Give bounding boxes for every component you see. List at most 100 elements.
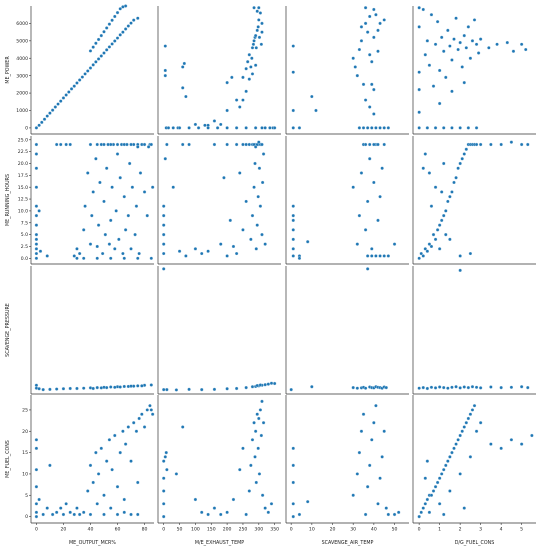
scatter-point: [355, 472, 360, 476]
scatter-point: [115, 152, 120, 156]
scatter-point: [95, 256, 99, 261]
scatter-point: [446, 386, 450, 390]
scatter-point: [149, 256, 154, 261]
scatter-point: [464, 46, 469, 50]
scatter-point: [137, 416, 141, 421]
scatter-point: [382, 18, 386, 22]
scatter-point: [80, 75, 85, 79]
scatter-point: [444, 209, 448, 213]
scatter-point: [384, 506, 389, 510]
scatter-point: [255, 223, 259, 227]
scatter-point: [470, 39, 475, 43]
scatter-point: [372, 7, 376, 12]
scatter-point: [468, 455, 473, 459]
x-tick-label: 150: [207, 527, 216, 533]
scatter-point: [54, 142, 59, 147]
scatter-point: [134, 429, 139, 434]
scatter-point: [184, 94, 188, 99]
scatter-point: [122, 194, 127, 199]
scatter-point: [142, 142, 147, 147]
scatter-point: [450, 89, 454, 94]
scatter-point: [37, 123, 41, 128]
scatter-point: [109, 142, 113, 147]
scatter-point: [251, 42, 256, 47]
scatter-point: [359, 429, 364, 434]
x-axis-label: SCAVENGE_AIR_TEMP: [322, 540, 374, 546]
scatter-point: [225, 142, 229, 147]
scatter-point: [372, 112, 376, 116]
scatter-point: [249, 237, 253, 242]
scatter-point: [263, 242, 267, 246]
scatter-point: [199, 387, 204, 392]
scatter-point: [250, 438, 255, 442]
scatter-point: [355, 242, 360, 246]
scatter-point: [110, 185, 114, 189]
scatter-point: [466, 25, 471, 29]
scatter-point: [122, 497, 127, 502]
scatter-point: [249, 65, 253, 69]
scatter-point: [100, 251, 105, 256]
scatter-point: [212, 119, 217, 123]
scatter-point: [212, 387, 217, 392]
scatter-point: [258, 383, 263, 387]
scatter-point: [435, 228, 440, 232]
scatter-point: [421, 166, 425, 170]
scatter-point: [260, 21, 264, 26]
y-tick-label: 25.0: [18, 137, 28, 143]
scatter-point: [466, 416, 471, 421]
panel-r1-c1: [157, 136, 281, 265]
scatter-point: [382, 126, 386, 130]
scatter-point: [263, 506, 267, 510]
scatter-point: [291, 126, 295, 130]
scatter-point: [129, 21, 133, 25]
scatter-point: [37, 209, 41, 213]
scatter-point: [34, 242, 39, 246]
scatter-point: [102, 142, 106, 147]
x-tick-label: 100: [191, 527, 200, 533]
scatter-point: [272, 126, 277, 130]
scatter-point: [253, 63, 258, 67]
scatter-point: [86, 69, 90, 73]
scatter-point: [109, 256, 113, 261]
scatter-point: [103, 232, 108, 237]
scatter-point: [102, 493, 106, 498]
scatter-point: [474, 385, 479, 390]
scatter-point: [260, 232, 264, 237]
scatter-point: [94, 60, 98, 64]
scatter-point: [370, 82, 374, 87]
scatter-point: [34, 142, 39, 147]
scatter-point: [75, 247, 79, 251]
scatter-point: [225, 387, 229, 391]
scatter-point: [61, 512, 66, 517]
scatter-point: [509, 438, 514, 442]
scatter-point: [363, 512, 368, 517]
scatter-point: [456, 438, 460, 442]
scatter-point: [148, 403, 152, 408]
scatter-point: [86, 171, 90, 175]
scatter-point: [460, 157, 464, 161]
x-tick-label: 2: [459, 527, 462, 533]
scatter-point: [361, 126, 366, 130]
scatter-point: [382, 142, 386, 147]
scatter-point: [113, 14, 117, 19]
scatter-point: [48, 463, 52, 468]
scatter-point: [34, 383, 39, 388]
scatter-point: [118, 450, 122, 455]
scatter-point: [450, 126, 454, 130]
y-tick-label: 7.5: [21, 220, 28, 226]
scatter-point: [417, 514, 421, 519]
scatter-point: [187, 126, 191, 130]
scatter-point: [357, 47, 362, 52]
scatter-point: [219, 512, 223, 517]
scatter-point: [272, 381, 277, 386]
scatter-point: [474, 126, 479, 130]
scatter-point: [81, 510, 86, 515]
scatter-point: [95, 142, 99, 147]
scatter-point: [365, 199, 370, 204]
scatter-point: [102, 51, 106, 55]
scatter-point: [446, 28, 450, 33]
scatter-point: [34, 510, 39, 515]
scatter-point: [113, 385, 117, 390]
scatter-point: [142, 190, 147, 194]
scatter-point: [161, 213, 166, 218]
